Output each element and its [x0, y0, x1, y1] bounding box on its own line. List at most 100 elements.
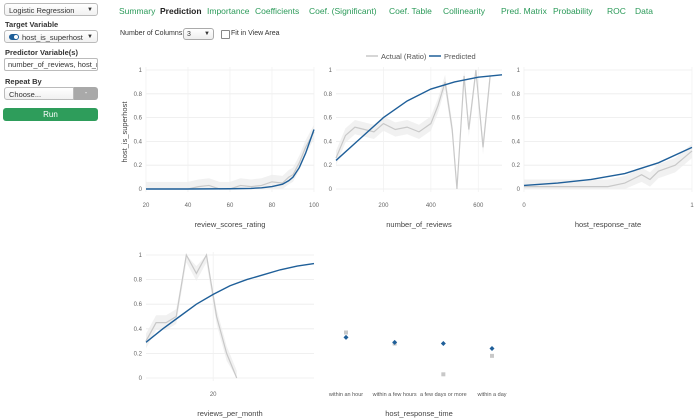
fit-in-view-label: Fit in View Area [231, 30, 280, 37]
y-tick-label: 0.2 [134, 351, 143, 357]
x-tick-label: 600 [473, 203, 484, 209]
y-tick-label: 0 [329, 187, 333, 193]
actual-series-line [335, 69, 491, 190]
actual-point [392, 341, 397, 346]
predicted-point [392, 339, 398, 345]
x-tick-label: 0 [522, 203, 526, 209]
x-axis-label: review_scores_rating [195, 220, 266, 229]
actual-series-line [145, 253, 238, 379]
x-axis-label: host_response_time [385, 409, 453, 418]
columns-label: Number of Columns: [120, 30, 185, 37]
predictor-variables-label: Predictor Variable(s) [5, 48, 78, 57]
model-type-select[interactable]: Logistic Regression ▼ [4, 3, 98, 16]
columns-select[interactable]: 3 ▼ [183, 28, 214, 40]
repeat-by-select[interactable]: Choose... [4, 87, 74, 100]
predictor-variables-input[interactable]: number_of_reviews, host_r... [4, 58, 98, 71]
tab-pred-matrix[interactable]: Pred. Matrix [501, 6, 547, 16]
sidebar: Logistic Regression ▼ Target Variable ho… [0, 0, 104, 419]
tab-collinearity[interactable]: Collinearity [443, 6, 486, 16]
y-tick-label: 0.4 [324, 139, 333, 145]
x-tick-label: 100 [309, 203, 320, 209]
tab-coef-table[interactable]: Coef. Table [389, 6, 432, 16]
target-variable-label: Target Variable [5, 20, 59, 29]
tab-data[interactable]: Data [635, 6, 653, 16]
chart-panel-1: 0 0.2 0.4 0.6 0.8 1 20 40 60 80 100 review_scores_r… [134, 67, 320, 229]
actual-point [441, 372, 446, 377]
target-variable-value: host_is_superhost [22, 33, 83, 42]
y-tick-label: 1 [329, 68, 333, 74]
y-tick-label: 0.4 [134, 327, 143, 333]
repeat-by-clear-button[interactable]: - [74, 87, 98, 100]
x-tick-label: a few days or more [420, 392, 467, 398]
y-tick-label: 0 [517, 187, 521, 193]
tab-coefficients[interactable]: Coefficients [255, 6, 300, 16]
x-tick-label: 20 [143, 203, 150, 209]
predicted-point [343, 334, 349, 340]
y-tick-label: 0.8 [134, 278, 143, 284]
legend-predicted-label: Predicted [444, 52, 476, 61]
actual-confidence-band [336, 70, 491, 189]
actual-point [344, 330, 348, 335]
chart-panel-4: 0 0.2 0.4 0.6 0.8 1 20 reviews_per_month [134, 252, 315, 418]
tab-importance[interactable]: Importance [207, 6, 250, 16]
y-tick-label: 0.2 [134, 163, 143, 169]
y-tick-label: 0.6 [134, 116, 143, 122]
target-variable-select[interactable]: host_is_superhost ▼ [4, 30, 98, 43]
actual-confidence-band [146, 124, 314, 189]
repeat-by-label: Repeat By [5, 77, 42, 86]
actual-confidence-band [524, 143, 692, 189]
x-tick-label: within a few hours [372, 392, 417, 398]
y-tick-label: 0.6 [324, 116, 333, 122]
predicted-point [440, 341, 446, 347]
predicted-series-line [145, 262, 315, 343]
x-tick-label: within an hour [328, 392, 363, 398]
y-tick-label: 0.4 [134, 139, 143, 145]
y-tick-label: 0.8 [324, 92, 333, 98]
x-axis-label: reviews_per_month [197, 409, 262, 418]
x-tick-label: 40 [185, 203, 192, 209]
actual-series-line [146, 131, 315, 190]
predicted-series-line [146, 129, 315, 190]
x-tick-label: 80 [269, 203, 276, 209]
y-tick-label: 0.8 [134, 92, 143, 98]
tab-roc[interactable]: ROC [607, 6, 626, 16]
chart-panel-3: 0 0.2 0.4 0.6 0.8 1 0 1 host_response_rate [512, 67, 694, 229]
x-tick-label: 1 [690, 203, 694, 209]
tab-coef-significant[interactable]: Coef. (Significant) [309, 6, 377, 16]
chart-panel-5: within an hour within a few hours a few da… [328, 330, 507, 418]
y-tick-label: 0 [139, 376, 143, 382]
y-tick-label: 0.8 [512, 92, 521, 98]
y-axis-label: host_is_superhost [120, 101, 129, 163]
legend-actual-label: Actual (Ratio) [381, 52, 427, 61]
fit-in-view-checkbox[interactable] [221, 30, 230, 39]
y-tick-label: 0 [139, 187, 143, 193]
chevron-down-icon: ▼ [87, 7, 93, 13]
chart-legend: Actual (Ratio) Predicted [366, 52, 476, 61]
chevron-down-icon: ▼ [87, 34, 93, 40]
y-tick-label: 1 [139, 68, 143, 74]
x-tick-label: 200 [378, 203, 389, 209]
y-tick-label: 0.6 [512, 116, 521, 122]
tab-probability[interactable]: Probability [553, 6, 593, 16]
toggle-icon [9, 34, 19, 41]
repeat-by-value: Choose... [9, 90, 42, 99]
columns-value: 3 [187, 31, 191, 38]
run-button[interactable]: Run [3, 108, 98, 121]
x-tick-label: within a day [476, 392, 506, 398]
y-tick-label: 1 [139, 253, 143, 259]
chart-panel-2: 0 0.2 0.4 0.6 0.8 1 200 400 600 number_of_reviews [324, 67, 503, 229]
y-tick-label: 0.2 [512, 163, 521, 169]
x-tick-label: 20 [210, 392, 217, 398]
y-tick-label: 0.2 [324, 163, 333, 169]
predicted-point [489, 345, 495, 351]
predicted-series-line [335, 74, 503, 161]
tab-summary[interactable]: Summary [119, 6, 156, 16]
predicted-series-line [523, 146, 693, 187]
chevron-down-icon: ▼ [204, 31, 210, 37]
model-type-value: Logistic Regression [9, 6, 75, 15]
tab-prediction[interactable]: Prediction [160, 6, 202, 16]
y-tick-label: 1 [517, 68, 521, 74]
x-tick-label: 60 [227, 203, 234, 209]
x-tick-label: 400 [426, 203, 437, 209]
